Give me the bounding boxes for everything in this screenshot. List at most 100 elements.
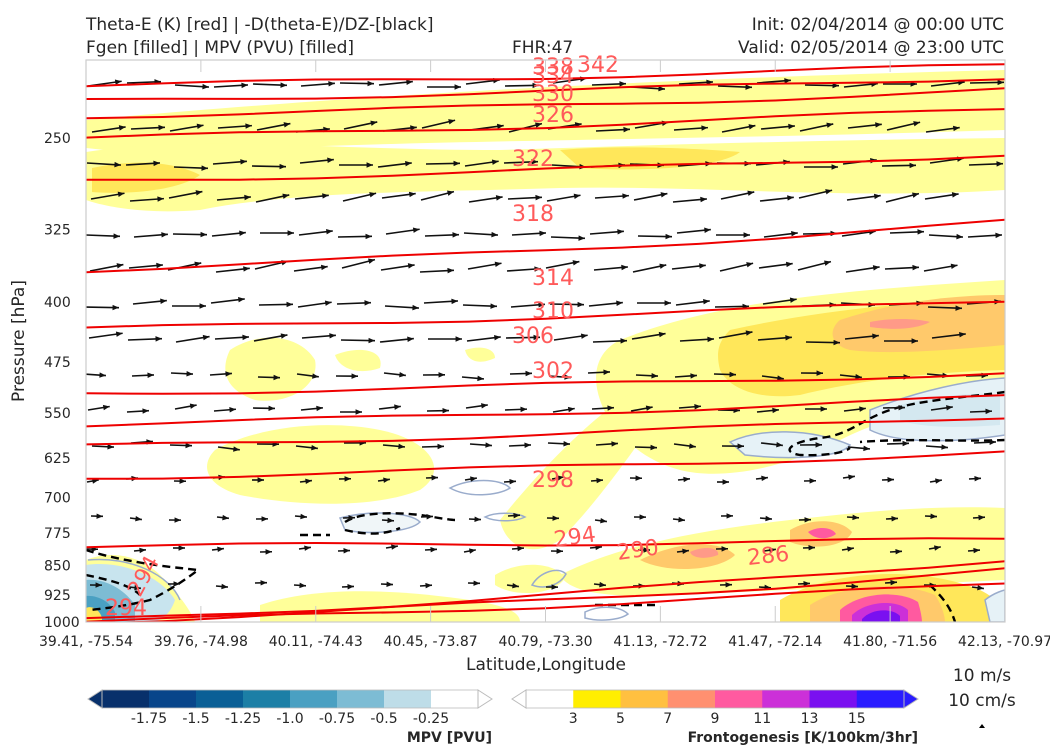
mpv-outline-small-4 — [584, 606, 630, 621]
x-tick-label: 40.79, -73.30 — [498, 634, 592, 650]
wind-vector-head — [776, 441, 783, 448]
colorbar-frame — [101, 689, 479, 709]
wind-vector-head — [240, 159, 247, 165]
wind-vector-head — [453, 160, 460, 167]
wind-vector-head — [195, 190, 203, 196]
wind-vector-head — [851, 583, 858, 590]
wind-vector-head — [406, 79, 413, 85]
wind-vector-head — [364, 300, 371, 306]
wind-vector-head — [525, 370, 532, 377]
y-tick-label: 625 — [44, 451, 71, 467]
wind-vector-head — [902, 440, 909, 447]
wind-vector-head — [407, 336, 414, 342]
wind-vector-head — [701, 125, 708, 131]
wind-vector-head — [283, 122, 291, 128]
wind-vector-head — [564, 374, 571, 380]
colorbar-segment — [809, 690, 858, 708]
wind-vector-head — [815, 442, 822, 448]
wind-vector-head — [447, 190, 454, 196]
wind-vector-head — [320, 264, 328, 271]
wind-vector-head — [107, 444, 114, 450]
wind-vector-head — [665, 233, 672, 240]
wind-vector-head — [831, 164, 838, 170]
wind-vector-head — [599, 581, 606, 588]
colorbar-tick-label: -1.75 — [131, 711, 167, 727]
wind-vector-head — [863, 445, 870, 452]
wind-vector-head — [551, 584, 558, 590]
valid-time: Valid: 02/05/2014 @ 23:00 UTC — [738, 38, 1004, 58]
wind-vector-head — [535, 194, 542, 201]
wind-vector-head — [391, 544, 398, 550]
wind-vector-head — [222, 514, 229, 521]
fgen-fill-upper-core — [92, 162, 200, 193]
wind-vector-head — [202, 334, 210, 341]
y-tick-label: 850 — [44, 558, 71, 574]
fgen-fill-mid-center-2 — [465, 347, 495, 362]
colorbar-extend-right — [477, 689, 493, 709]
wind-vector-head — [512, 583, 519, 589]
wind-vector-head — [789, 297, 797, 303]
wind-vector-head — [399, 371, 406, 378]
x-tick-label: 39.41, -75.54 — [39, 634, 133, 650]
colorbar-segment — [290, 690, 338, 708]
y-tick-label: 775 — [44, 526, 71, 542]
theta-e-contour-314 — [86, 372, 1005, 395]
wind-vector-head — [563, 441, 570, 447]
colorbar-tick-label: -1.25 — [225, 711, 261, 727]
contour-label-342: 342 — [577, 53, 619, 78]
wind-vector-head — [312, 373, 319, 379]
wind-vector-head — [933, 545, 941, 551]
wind-vector-head — [917, 229, 924, 235]
wind-vector-head — [635, 475, 642, 481]
dthetae-contour-left — [86, 548, 202, 612]
wind-vector-head — [699, 263, 706, 269]
wind-vector-head — [620, 338, 627, 344]
fgen-fill-low-right — [560, 507, 1005, 596]
wind-vector-head — [651, 373, 658, 379]
wind-vector-head — [189, 403, 197, 409]
wind-vector-head — [859, 406, 866, 412]
wind-vector-head — [158, 124, 165, 131]
wind-vector-head — [873, 193, 881, 200]
wind-vector-head — [707, 336, 714, 343]
contour-label-314: 314 — [532, 266, 574, 291]
contour-label-298: 298 — [532, 468, 574, 493]
wind-vector-head — [95, 582, 102, 588]
wind-vector-head — [826, 122, 834, 128]
contour-label-286: 286 — [746, 542, 790, 571]
wind-vector-head — [820, 406, 827, 412]
wind-vector-head — [664, 300, 671, 306]
x-tick-label: 40.11, -74.43 — [269, 634, 363, 650]
fgen-fill-mid-left — [225, 337, 316, 401]
wind-vector-head — [912, 264, 919, 271]
vector-key-cms: 10 cm/s — [948, 691, 1016, 711]
wind-vector-head — [425, 582, 432, 589]
wind-vector-head — [639, 514, 646, 520]
wind-vector-head — [238, 296, 245, 303]
colorbar-segment — [667, 690, 716, 708]
wind-vector-head — [370, 120, 378, 126]
colorbar-tick-label: -1.5 — [182, 711, 209, 727]
wind-vector-head — [405, 160, 412, 167]
wind-vector-head — [279, 163, 286, 170]
wind-vector-head — [611, 441, 618, 447]
wind-vector-head — [368, 258, 375, 264]
colorbar-extend-left — [87, 689, 103, 709]
wind-vector-head — [355, 409, 362, 415]
colorbar-segment — [715, 690, 763, 708]
y-axis-ticks: 250 325 400 475 550 625 700 775 850 925 1000 — [44, 131, 80, 631]
wind-vector-head — [199, 303, 206, 309]
fgen-fill-low-right-pink — [690, 548, 719, 558]
mpv-fill-right-small — [728, 431, 852, 459]
x-axis-label: Latitude,Longitude — [466, 655, 626, 675]
wind-vector-head — [832, 82, 839, 89]
wind-vector-head — [282, 193, 290, 199]
wind-vector-head — [524, 442, 531, 448]
wind-vector-head — [985, 408, 992, 415]
wind-vector-head — [855, 373, 862, 380]
wind-vector-head — [304, 545, 311, 551]
wind-vector-head — [643, 547, 650, 553]
wind-vector-head — [913, 121, 921, 127]
wind-vector-head — [659, 263, 667, 269]
